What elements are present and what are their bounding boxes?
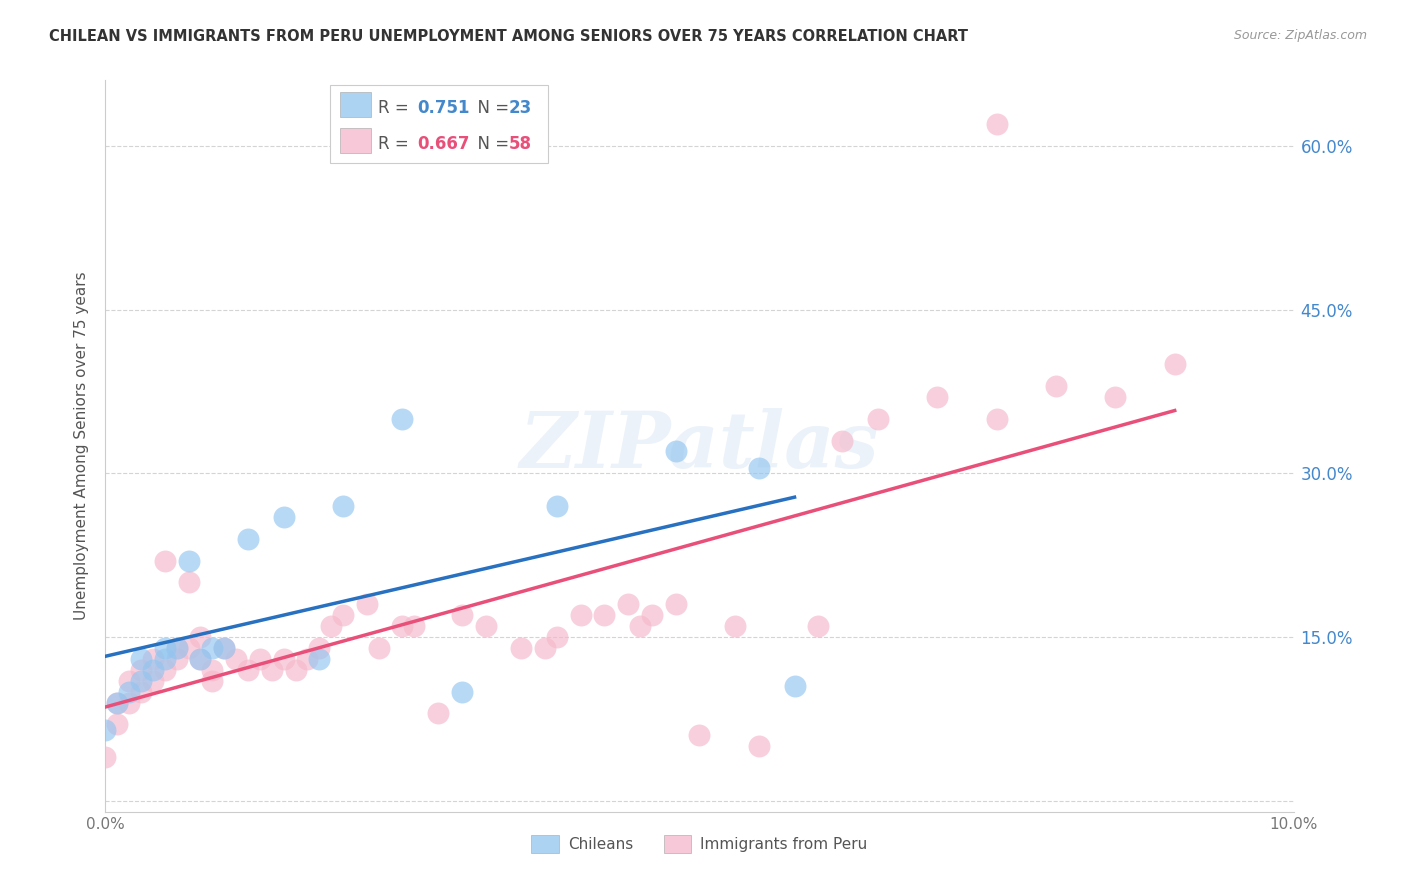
Point [142, 673, 165, 688]
Text: 23: 23 [509, 99, 533, 117]
Point [105, 696, 128, 710]
Point [105, 717, 128, 731]
Text: R =: R = [378, 99, 415, 117]
Point [308, 652, 330, 666]
Point [118, 696, 141, 710]
Text: CHILEAN VS IMMIGRANTS FROM PERU UNEMPLOYMENT AMONG SENIORS OVER 75 YEARS CORRELA: CHILEAN VS IMMIGRANTS FROM PERU UNEMPLOY… [49, 29, 969, 44]
Legend: Chileans, Immigrants from Peru: Chileans, Immigrants from Peru [526, 829, 873, 859]
Point [153, 640, 176, 655]
Point [628, 619, 651, 633]
Point [1164, 357, 1187, 371]
Point [1045, 379, 1067, 393]
Point [546, 630, 568, 644]
Point [201, 663, 224, 677]
Point [118, 684, 141, 698]
Point [391, 411, 413, 425]
Point [190, 630, 212, 644]
Point [927, 390, 949, 404]
Point [866, 411, 889, 425]
Point [201, 640, 224, 655]
Point [94, 723, 117, 737]
Point [214, 640, 236, 655]
Point [308, 640, 330, 655]
Text: N =: N = [467, 99, 515, 117]
Point [450, 608, 472, 623]
Point [783, 679, 806, 693]
Point [332, 499, 354, 513]
Point [1104, 390, 1126, 404]
Point [236, 532, 259, 546]
Text: ZIPatlas: ZIPatlas [520, 408, 879, 484]
Point [177, 554, 200, 568]
Point [142, 663, 165, 677]
Point [129, 652, 152, 666]
Point [166, 640, 188, 655]
Point [665, 597, 688, 611]
Point [367, 640, 389, 655]
Text: R =: R = [378, 135, 415, 153]
Point [593, 608, 616, 623]
Text: 58: 58 [509, 135, 531, 153]
Y-axis label: Unemployment Among Seniors over 75 years: Unemployment Among Seniors over 75 years [75, 272, 90, 620]
Point [166, 652, 188, 666]
Point [807, 619, 830, 633]
Text: 0.751: 0.751 [418, 99, 470, 117]
Point [118, 673, 141, 688]
Point [153, 554, 176, 568]
Point [546, 499, 568, 513]
Point [748, 739, 770, 754]
Point [249, 652, 271, 666]
Point [273, 652, 295, 666]
Point [177, 640, 200, 655]
Point [225, 652, 247, 666]
Point [105, 696, 128, 710]
Point [153, 663, 176, 677]
Point [284, 663, 307, 677]
Point [831, 434, 853, 448]
Point [190, 652, 212, 666]
Point [190, 652, 212, 666]
Point [166, 640, 188, 655]
Point [617, 597, 640, 611]
Point [321, 619, 343, 633]
Point [510, 640, 533, 655]
Point [129, 673, 152, 688]
Point [689, 728, 711, 742]
Point [177, 575, 200, 590]
Point [201, 673, 224, 688]
Point [153, 652, 176, 666]
Text: 0.667: 0.667 [418, 135, 470, 153]
Point [534, 640, 557, 655]
Point [474, 619, 496, 633]
Point [129, 684, 152, 698]
Point [986, 117, 1008, 131]
Point [142, 652, 165, 666]
Point [297, 652, 319, 666]
Point [260, 663, 283, 677]
Point [986, 411, 1008, 425]
Point [569, 608, 592, 623]
Point [665, 444, 688, 458]
Point [748, 460, 770, 475]
Point [332, 608, 354, 623]
Point [94, 750, 117, 764]
Point [356, 597, 378, 611]
Point [641, 608, 664, 623]
Point [450, 684, 472, 698]
Point [404, 619, 426, 633]
Point [273, 510, 295, 524]
Text: Source: ZipAtlas.com: Source: ZipAtlas.com [1233, 29, 1367, 42]
Point [724, 619, 747, 633]
Point [427, 706, 450, 721]
Point [129, 663, 152, 677]
Point [391, 619, 413, 633]
Text: N =: N = [467, 135, 515, 153]
Point [214, 640, 236, 655]
Point [236, 663, 259, 677]
